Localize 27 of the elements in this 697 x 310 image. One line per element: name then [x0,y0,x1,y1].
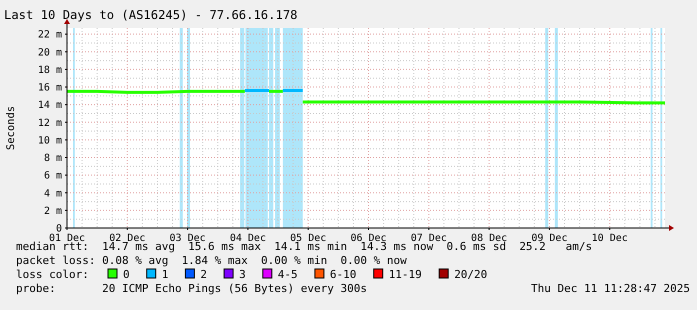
y-tick-label: 18 m [38,64,62,76]
legend-label: 11-19 [388,268,422,281]
y-tick-label: 12 m [38,118,62,129]
x-tick-label: 10 Dec [592,233,628,244]
y-tick-label: 20 m [38,47,62,58]
text: probe: 20 ICMP Echo Pings (56 Bytes) every 300s [16,282,367,295]
text: Thu Dec 11 11:28:47 2025 [531,282,690,295]
legend-label: 3 [239,268,246,281]
y-tick-label: 2 m [44,206,62,217]
y-tick-label: 22 m [38,30,62,41]
legend-label: 20/20 [454,268,488,281]
y-tick-label: 0 [56,224,62,234]
legend-label: 0 [123,268,130,281]
text: packet loss: 0.08 % avg 1.84 % max 0.00 % min 0.00 % now [16,254,408,267]
legend-title: loss color: [16,268,89,281]
legend-label: 1 [162,268,168,281]
y-tick-label: 6 m [44,170,62,182]
y-axis-title: Seconds [5,106,17,150]
chart-title: Last 10 Days to (AS16245) - 77.66.16.178 [4,8,298,22]
y-tick-label: 16 m [38,82,62,94]
y-tick-label: 14 m [38,100,62,112]
y-tick-label: 4 m [44,188,62,200]
y-tick-label: 8 m [44,153,62,164]
legend-label: 2 [200,268,208,281]
legend-label: 6-10 [330,268,356,281]
legend-label: 4-5 [278,268,298,281]
y-tick-label: 10 m [38,135,62,146]
